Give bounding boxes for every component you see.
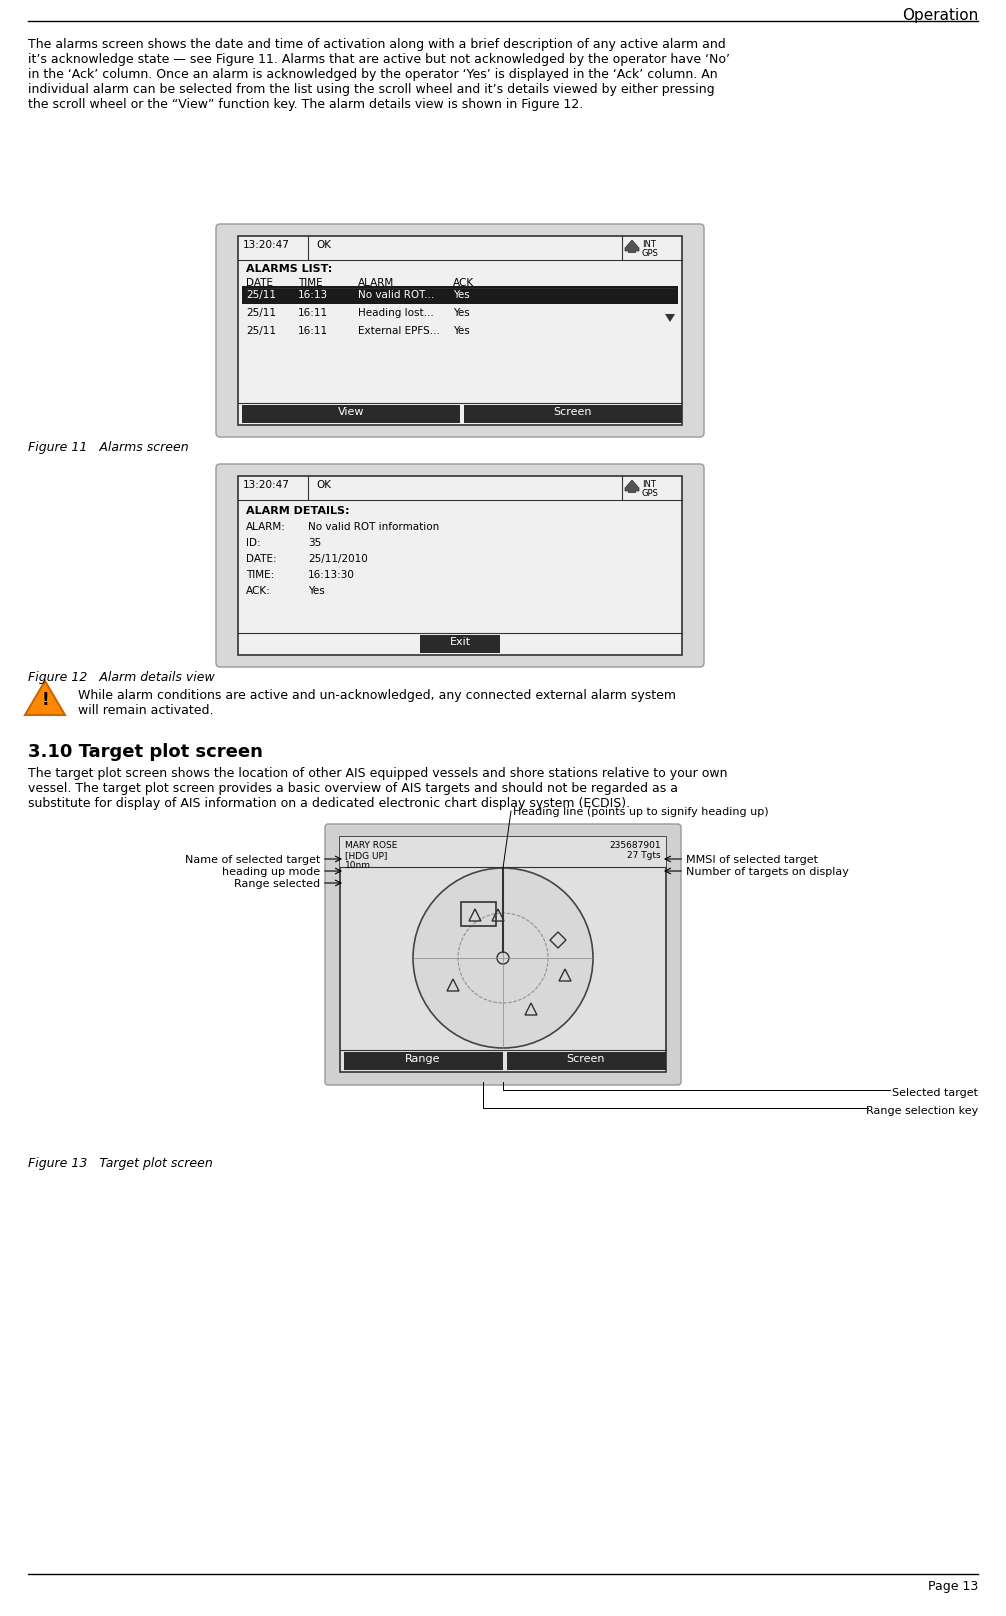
Text: Name of selected target: Name of selected target [185,855,320,865]
Text: 13:20:47: 13:20:47 [243,480,290,490]
FancyBboxPatch shape [216,464,704,667]
Text: OK: OK [316,480,331,490]
Text: The alarms screen shows the date and time of activation along with a brief descr: The alarms screen shows the date and tim… [28,39,730,112]
Text: No valid ROT...: No valid ROT... [358,289,435,301]
Bar [464,406,682,423]
Text: Screen: Screen [553,407,593,417]
Polygon shape [25,680,65,714]
Text: ACK: ACK [453,278,474,288]
Text: 10nm: 10nm [345,861,371,869]
Text: 25/11/2010: 25/11/2010 [308,554,368,564]
Bar [238,477,682,654]
Text: ALARMS LIST:: ALARMS LIST: [246,263,332,275]
Text: INT: INT [642,241,656,249]
Text: 35: 35 [308,538,321,548]
Text: Range: Range [405,1054,441,1063]
Text: Yes: Yes [453,289,470,301]
Text: ALARM DETAILS:: ALARM DETAILS: [246,506,349,516]
Circle shape [413,868,593,1049]
Text: Figure 11   Alarms screen: Figure 11 Alarms screen [28,441,188,454]
Text: MARY ROSE: MARY ROSE [345,840,397,850]
Bar [242,406,460,423]
Text: 16:13:30: 16:13:30 [308,570,355,580]
Polygon shape [665,314,675,322]
Text: Page 13: Page 13 [928,1580,978,1593]
Text: Yes: Yes [453,326,470,336]
Text: Exit: Exit [450,637,471,646]
Text: Figure 13   Target plot screen: Figure 13 Target plot screen [28,1157,212,1170]
Text: 13:20:47: 13:20:47 [243,241,290,250]
Bar [420,635,500,653]
Text: !: ! [41,692,49,709]
Text: External EPFS...: External EPFS... [358,326,440,336]
Text: 27 Tgts: 27 Tgts [628,852,661,860]
Text: The target plot screen shows the location of other AIS equipped vessels and shor: The target plot screen shows the locatio… [28,768,727,810]
Bar [340,837,666,1071]
Text: ALARM: ALARM [358,278,394,288]
FancyBboxPatch shape [325,824,681,1084]
Text: Yes: Yes [308,587,325,596]
Bar [238,236,682,425]
Text: No valid ROT information: No valid ROT information [308,522,440,532]
Text: Heading line (points up to signify heading up): Heading line (points up to signify headi… [513,806,769,818]
Text: Operation: Operation [901,8,978,23]
Text: Selected target: Selected target [892,1088,978,1097]
Text: [HDG UP]: [HDG UP] [345,852,387,860]
Text: GPS: GPS [642,249,659,259]
Text: ID:: ID: [246,538,261,548]
Text: Range selection key: Range selection key [866,1105,978,1117]
Text: INT: INT [642,480,656,490]
Polygon shape [625,241,639,250]
Bar [461,902,496,926]
Text: ALARM:: ALARM: [246,522,286,532]
Polygon shape [625,480,639,491]
Text: 3.10 Target plot screen: 3.10 Target plot screen [28,743,263,761]
Text: TIME: TIME [298,278,323,288]
Text: 25/11: 25/11 [246,289,276,301]
Text: 16:13: 16:13 [298,289,328,301]
FancyBboxPatch shape [216,225,704,436]
Text: 25/11: 25/11 [246,326,276,336]
Text: 16:11: 16:11 [298,326,328,336]
Text: View: View [338,407,364,417]
Bar [507,1052,666,1070]
Text: DATE: DATE [246,278,273,288]
Text: 16:11: 16:11 [298,309,328,318]
Text: Range selected: Range selected [233,879,320,889]
Bar [242,286,678,304]
Text: OK: OK [316,241,331,250]
Text: Number of targets on display: Number of targets on display [686,868,849,877]
Text: GPS: GPS [642,490,659,498]
Text: heading up mode: heading up mode [222,868,320,877]
Text: Heading lost...: Heading lost... [358,309,434,318]
Text: TIME:: TIME: [246,570,275,580]
Text: DATE:: DATE: [246,554,277,564]
Text: While alarm conditions are active and un-acknowledged, any connected external al: While alarm conditions are active and un… [78,688,676,718]
Bar [340,837,666,868]
Text: ACK:: ACK: [246,587,271,596]
Text: Figure 12   Alarm details view: Figure 12 Alarm details view [28,671,214,684]
Text: Yes: Yes [453,309,470,318]
Text: 235687901: 235687901 [610,840,661,850]
Text: 25/11: 25/11 [246,309,276,318]
Text: MMSI of selected target: MMSI of selected target [686,855,818,865]
Bar [344,1052,503,1070]
Text: Screen: Screen [566,1054,606,1063]
